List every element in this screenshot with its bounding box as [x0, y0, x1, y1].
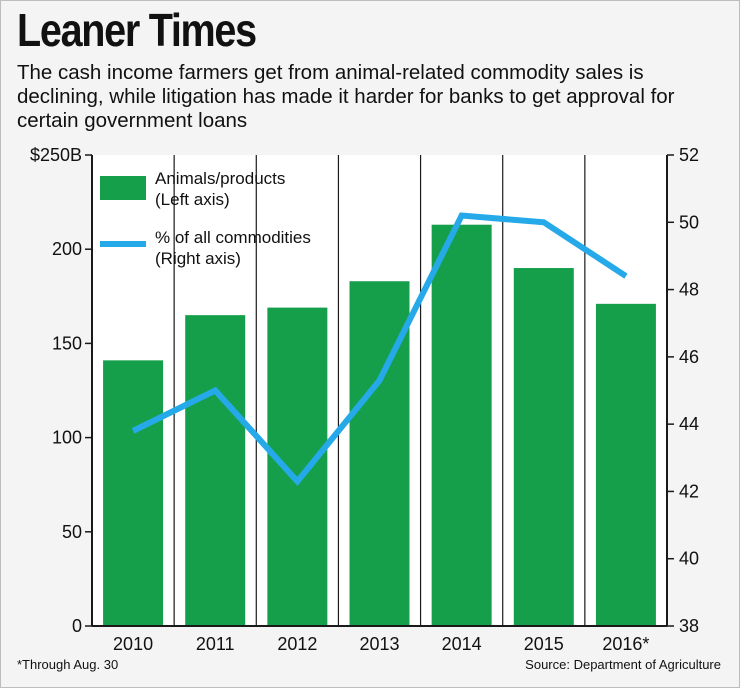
- x-tick-label: 2012: [277, 634, 317, 654]
- x-tick-label: 2013: [359, 634, 399, 654]
- left-tick-label: $250B: [30, 145, 82, 165]
- chart-title: Leaner Times: [17, 4, 257, 56]
- right-tick-label: 52: [679, 145, 699, 165]
- bar-2012: [267, 307, 328, 626]
- x-tick-label: 2011: [196, 634, 235, 654]
- legend: Animals/products (Left axis) % of all comm…: [100, 169, 311, 268]
- footnote: *Through Aug. 30: [17, 657, 119, 672]
- chart-subtitle: The cash income farmers get from animal-…: [17, 61, 675, 132]
- grid-lines: [173, 155, 586, 626]
- right-tick-label: 40: [679, 549, 699, 569]
- left-tick-label: 0: [72, 616, 82, 636]
- bar-2010: [103, 360, 164, 626]
- legend-label-line: (Right axis): [155, 249, 241, 268]
- bar-series: [103, 224, 656, 626]
- line-series: [131, 212, 628, 486]
- right-tick-label: 44: [679, 414, 699, 434]
- left-tick-label: 200: [52, 239, 82, 259]
- bar-2015: [513, 268, 574, 626]
- right-tick-label: 48: [679, 280, 699, 300]
- right-tick-label: 42: [679, 481, 699, 501]
- x-tick-label: 2015: [524, 634, 564, 654]
- x-tick-label: 2014: [442, 634, 482, 654]
- x-tick-label: 2016*: [602, 634, 649, 654]
- legend-label-bar: (Left axis): [155, 190, 230, 209]
- right-tick-label: 50: [679, 212, 699, 232]
- left-tick-label: 100: [52, 428, 82, 448]
- legend-label-bar: Animals/products: [155, 169, 285, 188]
- right-tick-label: 46: [679, 347, 699, 367]
- left-tick-label: 150: [52, 333, 82, 353]
- right-tick-label: 38: [679, 616, 699, 636]
- bar-2011: [185, 315, 246, 626]
- legend-swatch-bar: [100, 176, 146, 200]
- bar-2014: [431, 224, 492, 626]
- tick-labels: 0 50 100 150 200 $250B 38 40 42 44 46 48 50 52 2010 201…: [30, 145, 699, 654]
- axes: [91, 155, 668, 627]
- source-note: Source: Department of Agriculture: [525, 657, 721, 672]
- legend-label-line: % of all commodities: [155, 228, 311, 247]
- left-tick-label: 50: [62, 522, 82, 542]
- x-tick-label: 2010: [113, 634, 153, 654]
- bar-2016: [595, 303, 656, 626]
